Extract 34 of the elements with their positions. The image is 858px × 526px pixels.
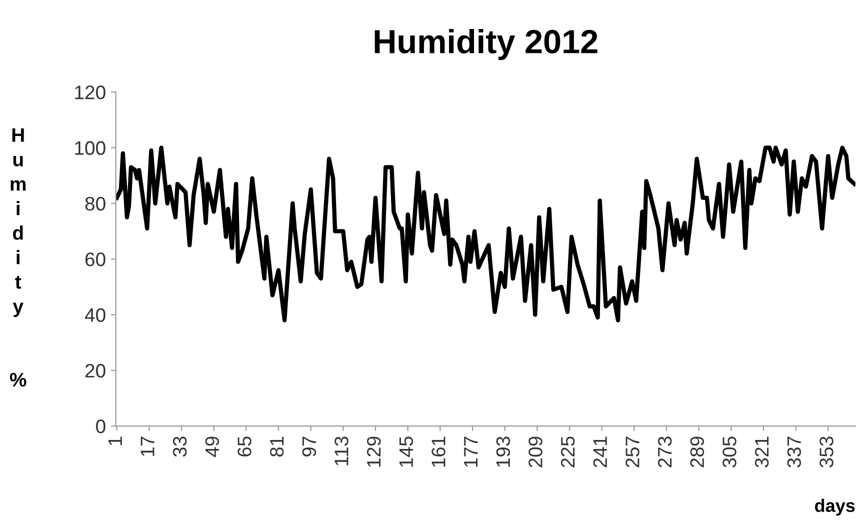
x-tick-label: 193: [496, 436, 510, 467]
x-tick-label: 81: [270, 436, 284, 457]
y-tick-label: 120: [75, 86, 106, 100]
x-tick-label: 177: [464, 436, 478, 467]
x-tick-label: 337: [787, 436, 802, 468]
x-tick-label: 353: [820, 436, 834, 468]
x-tick-label: 1: [108, 436, 122, 446]
y-tick-label: 80: [85, 196, 106, 211]
x-tick-label: 161: [432, 436, 446, 467]
x-tick-label: 241: [593, 436, 607, 468]
y-tick-label: 100: [75, 141, 106, 155]
y-tick-label: 40: [84, 308, 106, 322]
text: Humidity %: [10, 128, 26, 387]
x-tick-label: 49: [205, 436, 220, 457]
y-tick-label: 0: [96, 420, 106, 434]
x-tick-label: 113: [334, 436, 348, 466]
chart-title: Humidity 2012: [374, 29, 598, 60]
x-tick-label: 65: [238, 436, 252, 456]
x-axis-title: days: [815, 498, 855, 516]
x-tick-label: 145: [399, 436, 414, 467]
y-tick-label: 20: [85, 364, 106, 378]
x-tick-label: 257: [626, 436, 640, 468]
x-tick-label: 321: [754, 436, 769, 468]
x-tick-label: 289: [690, 436, 704, 468]
x-tick-label: 209: [528, 436, 542, 468]
x-tick-label: 129: [366, 436, 381, 467]
line-series: [116, 146, 856, 322]
x-tick-label: 273: [658, 436, 672, 468]
x-tick-label: 97: [302, 436, 316, 456]
y-tick-label: 60: [85, 252, 106, 266]
x-tick-label: 17: [140, 436, 154, 456]
x-tick-label: 225: [560, 436, 575, 468]
x-tick-label: 33: [172, 436, 187, 457]
x-tick-label: 305: [722, 436, 736, 468]
